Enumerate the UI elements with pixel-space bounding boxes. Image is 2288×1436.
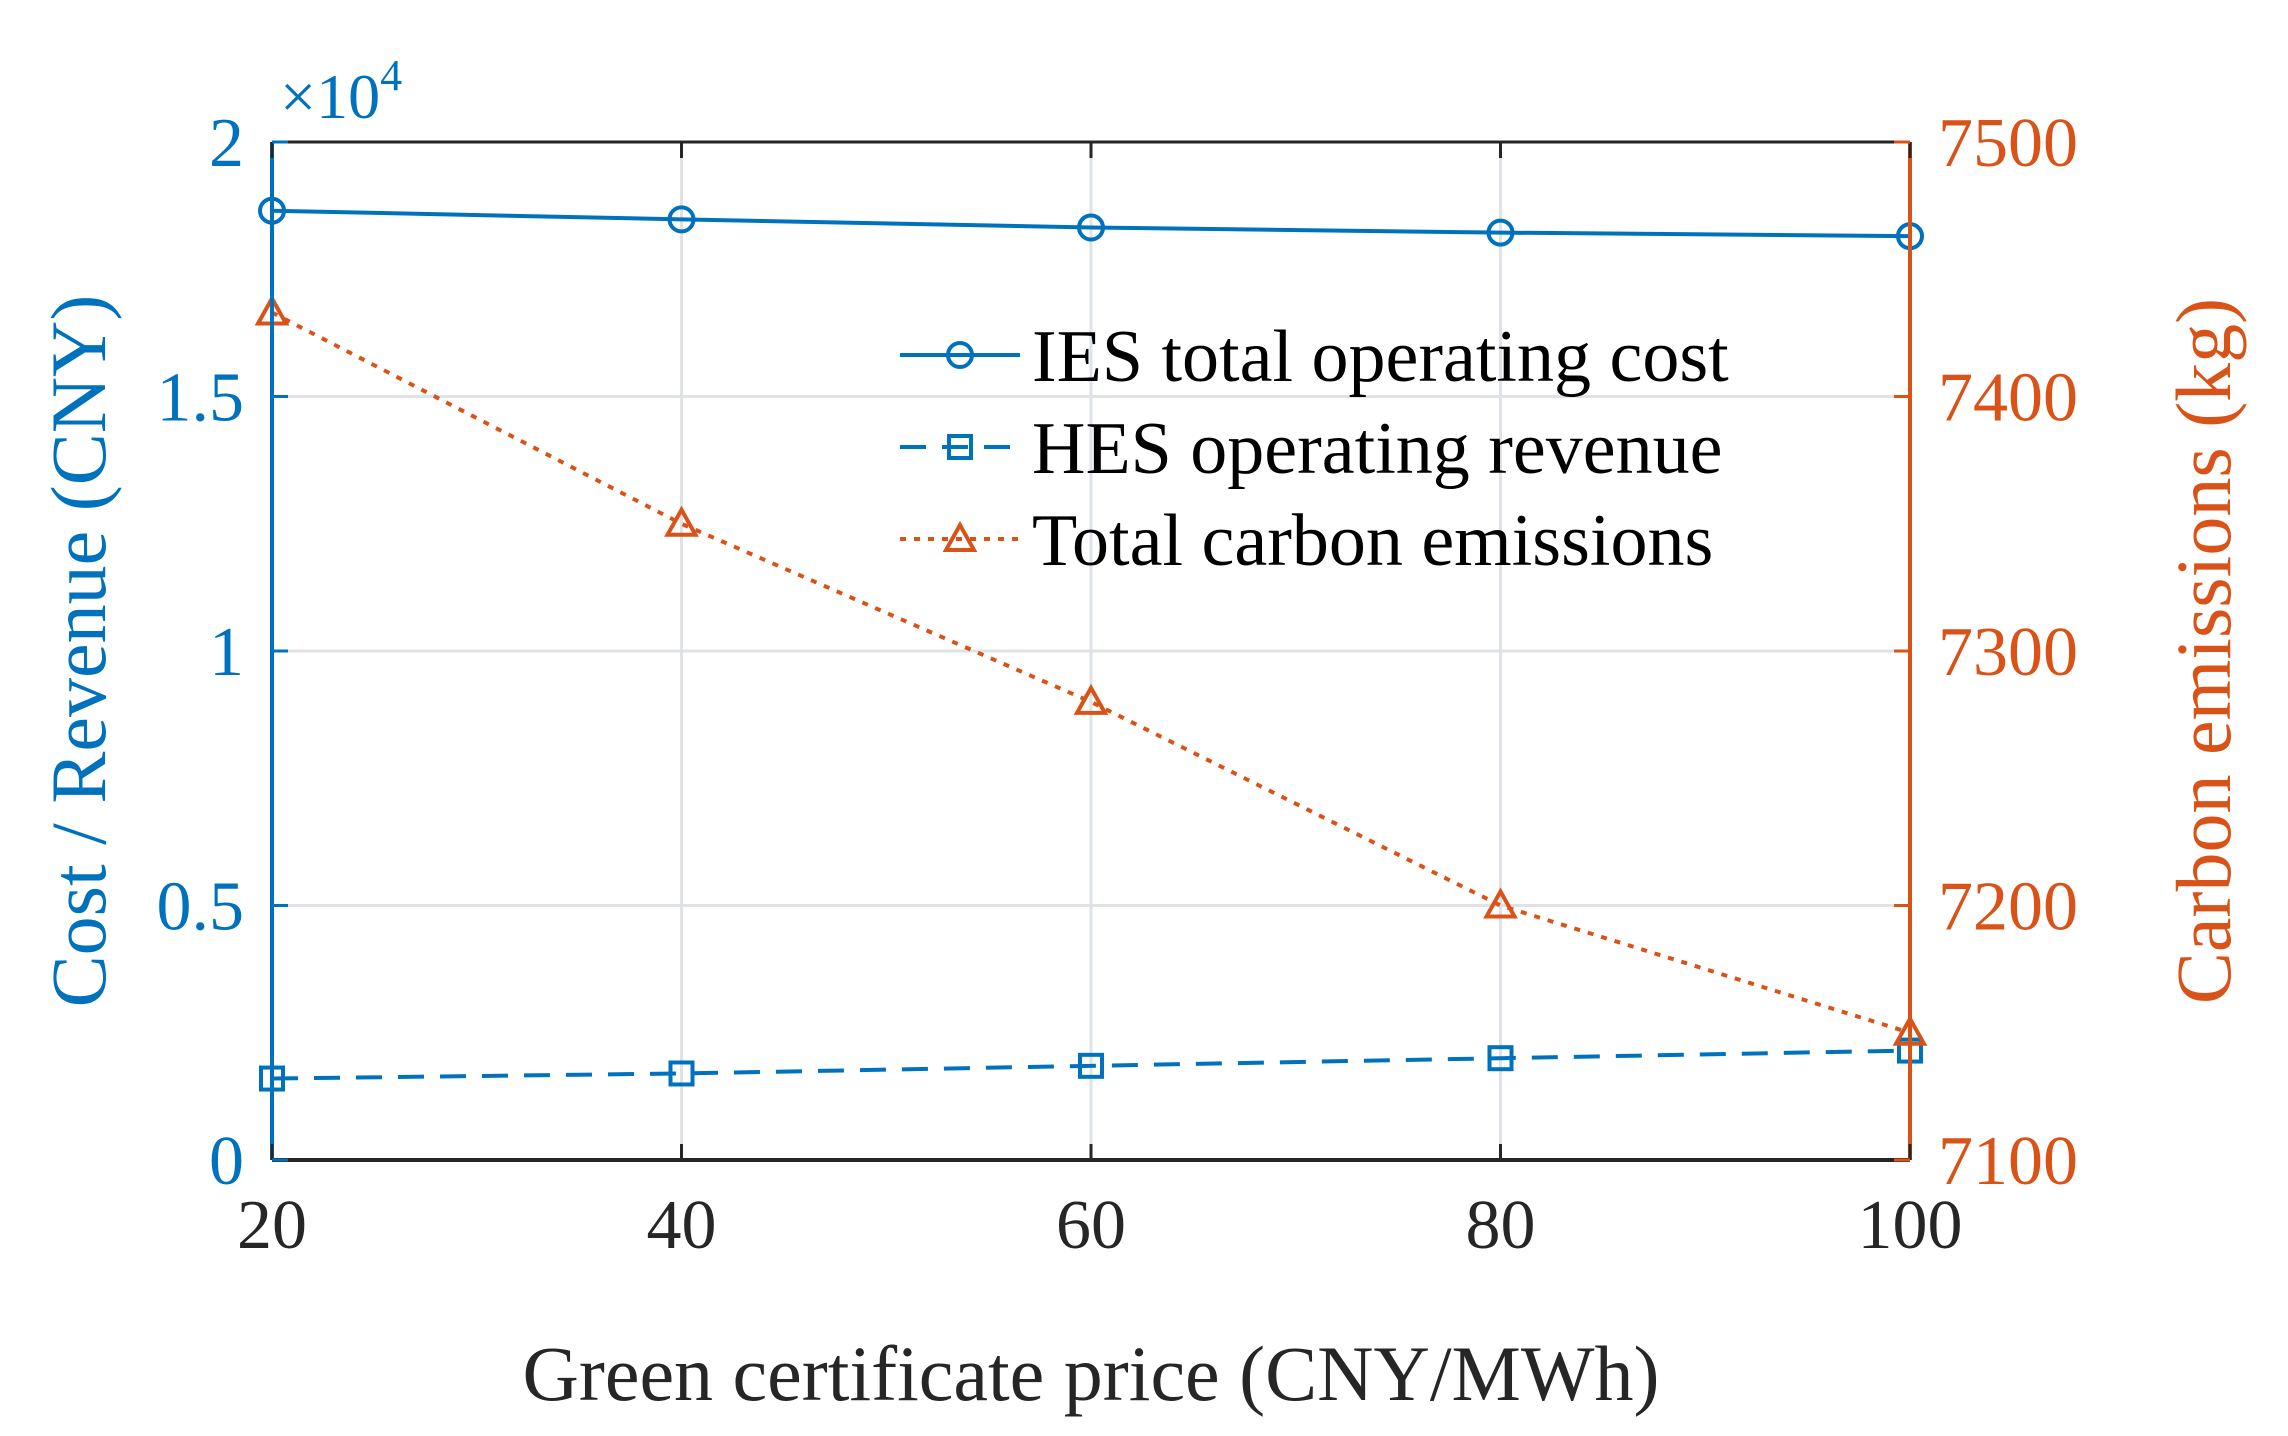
right-y-tick-label: 7200 (1938, 869, 2078, 946)
series-line (271, 1048, 1911, 1081)
right-y-axis-label: Carbon emissions (kg) (2160, 298, 2247, 1004)
exponent-power: 4 (380, 51, 402, 100)
axis-ticks: 20 40 60 80 100 0 0.5 1 1.5 2 7100 7200 7300 7400 7500 (157, 105, 2079, 1264)
data-point (1483, 887, 1518, 919)
exponent-base: ×10 (280, 61, 380, 132)
data-point (664, 505, 699, 537)
right-y-tick-label: 7400 (1938, 360, 2078, 437)
left-y-tick-label: 1 (209, 614, 244, 691)
legend-marker (946, 341, 974, 369)
data-point (1073, 683, 1109, 715)
grid-lines (270, 140, 1912, 1162)
series-1 (259, 1037, 1923, 1092)
legend-label: IES total operating cost (1032, 316, 1729, 398)
x-axis-label: Green certificate price (CNY/MWh) (523, 1330, 1660, 1417)
series-line (271, 208, 1911, 239)
right-y-tick-label: 7300 (1938, 614, 2078, 691)
data-point (1487, 1045, 1514, 1072)
left-y-tick-label: 0.5 (157, 869, 245, 946)
data-point (667, 205, 696, 234)
series-2 (254, 294, 1928, 1046)
left-axis-exponent: ×104 (280, 51, 402, 132)
legend: IES total operating cost HES operating re… (900, 316, 1729, 582)
data-point (668, 1060, 695, 1087)
left-y-tick-label: 1.5 (157, 360, 245, 437)
legend-marker (942, 520, 978, 552)
legend-label: Total carbon emissions (1032, 500, 1713, 582)
right-y-tick-label: 7500 (1938, 105, 2078, 182)
data-point (1486, 218, 1515, 247)
data-point (1078, 1052, 1104, 1079)
series-layer (254, 196, 1928, 1092)
x-tick-label: 100 (1858, 1187, 1963, 1264)
legend-marker (947, 434, 973, 460)
x-tick-label: 20 (237, 1187, 307, 1264)
right-y-tick-label: 7100 (1938, 1123, 2078, 1200)
left-y-tick-label: 0 (209, 1123, 244, 1200)
x-tick-label: 80 (1466, 1187, 1536, 1264)
x-tick-label: 40 (647, 1187, 717, 1264)
x-tick-label: 60 (1056, 1187, 1126, 1264)
left-y-tick-label: 2 (209, 105, 244, 182)
legend-label: HES operating revenue (1032, 408, 1722, 490)
left-y-axis-label: Cost / Revenue (CNY) (35, 295, 122, 1008)
data-point (1077, 213, 1105, 242)
